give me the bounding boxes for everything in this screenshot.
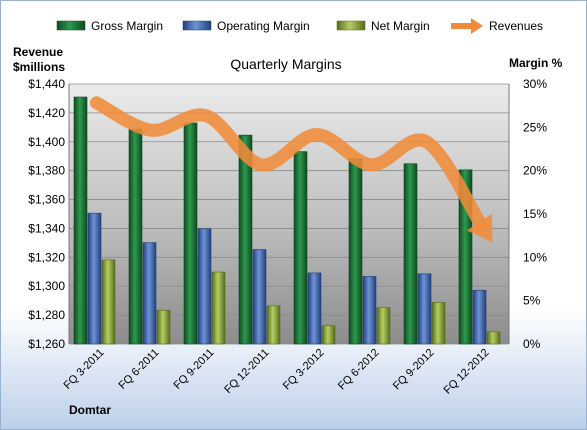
- bar-net-margin: [486, 331, 501, 345]
- bar-gross-margin: [73, 96, 88, 345]
- bar-operating-margin: [307, 272, 322, 345]
- revenue-line: [90, 96, 493, 243]
- bar-net-margin: [211, 271, 226, 345]
- left-tick-label: $1,440: [28, 77, 65, 91]
- left-tick-label: $1,260: [28, 337, 65, 351]
- right-tick-label: 20%: [523, 164, 547, 178]
- right-tick-label: 15%: [523, 207, 547, 221]
- bar-operating-margin: [252, 249, 267, 345]
- bar-gross-margin: [183, 122, 198, 345]
- left-tick-label: $1,340: [28, 221, 65, 235]
- bar-operating-margin: [197, 228, 212, 345]
- x-tick-label: FQ 6-2012: [336, 347, 382, 393]
- left-tick-label: $1,420: [28, 106, 65, 120]
- company-label: Domtar: [69, 403, 111, 417]
- left-tick-label: $1,360: [28, 193, 65, 207]
- bar-gross-margin: [403, 163, 418, 345]
- bar-gross-margin: [238, 134, 253, 345]
- legend-label-revenues: Revenues: [489, 19, 543, 33]
- legend-swatch-net-margin: [336, 20, 366, 31]
- left-axis-ticks: $1,260 $1,280 $1,300 $1,320 $1,340 $1,360 $1,3…: [28, 77, 65, 351]
- legend-swatch-operating-margin: [182, 20, 212, 31]
- bar-net-margin: [101, 259, 116, 345]
- bar-net-margin: [321, 325, 336, 345]
- right-tick-label: 0%: [523, 337, 541, 351]
- left-tick-label: $1,280: [28, 308, 65, 322]
- right-axis-ticks: 0% 5% 10% 15% 20% 25% 30%: [523, 77, 547, 351]
- x-tick-label: FQ 3-2012: [281, 347, 327, 393]
- x-axis-ticks: FQ 3-2011 FQ 6-2011 FQ 9-2011 FQ 12-2011 FQ …: [62, 347, 492, 397]
- x-tick-label: FQ 6-2011: [117, 347, 162, 392]
- legend-label-operating-margin: Operating Margin: [217, 19, 310, 33]
- left-axis-title-line-2: $millions: [13, 60, 65, 74]
- legend: Gross Margin Operating Margin Net Margin…: [56, 18, 543, 34]
- left-tick-label: $1,320: [28, 250, 65, 264]
- bar-net-margin: [156, 309, 171, 345]
- chart-title: Quarterly Margins: [230, 56, 341, 72]
- revenue-arrowhead: [466, 213, 493, 243]
- right-tick-label: 5%: [523, 294, 541, 308]
- legend-swatch-gross-margin: [56, 20, 86, 31]
- bar-gross-margin: [348, 158, 363, 345]
- gridlines: [68, 83, 510, 345]
- right-tick-label: 25%: [523, 120, 547, 134]
- x-tick-label: FQ 3-2011: [62, 347, 107, 392]
- bar-net-margin: [431, 302, 446, 345]
- bar-operating-margin: [362, 276, 377, 345]
- legend-label-gross-margin: Gross Margin: [91, 19, 163, 33]
- left-tick-label: $1,300: [28, 279, 65, 293]
- left-axis-title-line-1: Revenue: [13, 45, 63, 59]
- bar-operating-margin: [142, 242, 157, 345]
- legend-label-net-margin: Net Margin: [371, 19, 430, 33]
- legend-arrowhead-revenues: [471, 18, 483, 34]
- bar-gross-margin: [128, 128, 143, 345]
- x-tick-label: FQ 12-2012: [442, 347, 492, 397]
- x-tick-label: FQ 9-2011: [172, 347, 217, 392]
- left-tick-label: $1,400: [28, 135, 65, 149]
- bar-net-margin: [266, 305, 281, 345]
- bar-net-margin: [376, 307, 391, 345]
- bar-gross-margin: [293, 151, 308, 345]
- right-tick-label: 30%: [523, 77, 547, 91]
- bar-operating-margin: [417, 273, 432, 345]
- left-tick-label: $1,380: [28, 164, 65, 178]
- x-tick-label: FQ 9-2012: [391, 347, 437, 393]
- bar-operating-margin: [87, 212, 102, 345]
- right-axis-title: Margin %: [509, 56, 563, 70]
- right-tick-label: 10%: [523, 250, 547, 264]
- bar-operating-margin: [472, 289, 487, 345]
- bars: [73, 96, 501, 345]
- x-tick-label: FQ 12-2011: [222, 347, 271, 396]
